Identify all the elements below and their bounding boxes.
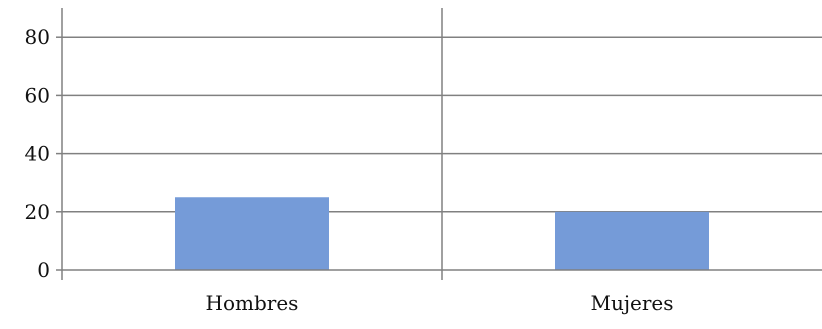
x-tick-label-mujeres: Mujeres [590,291,673,315]
y-tick-labels: 0 20 40 60 80 [25,25,50,282]
x-tick-label-hombres: Hombres [206,291,299,315]
y-tick-label-80: 80 [25,25,50,49]
axes [56,8,822,280]
y-tick-label-40: 40 [25,142,50,166]
y-tick-label-0: 0 [37,258,50,282]
y-tick-label-60: 60 [25,83,50,107]
y-tick-label-20: 20 [25,200,50,224]
x-tick-labels: Hombres Mujeres [206,291,674,315]
bar-mujeres [555,211,709,270]
bar-hombres [175,197,329,270]
bars [175,197,709,270]
